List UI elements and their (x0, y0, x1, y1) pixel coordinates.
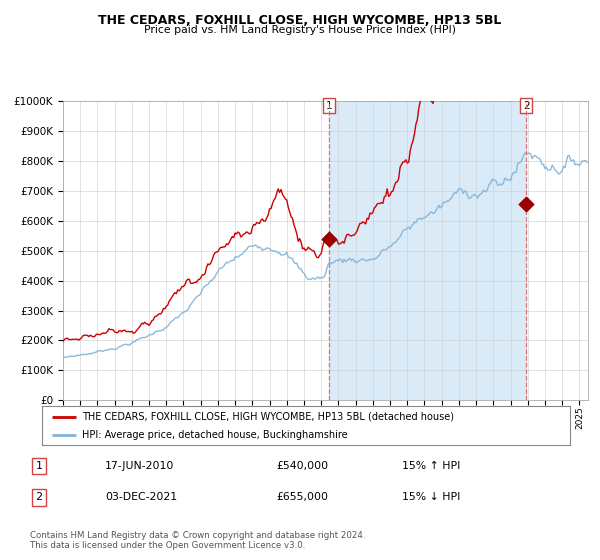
Text: 17-JUN-2010: 17-JUN-2010 (105, 461, 175, 471)
Text: Contains HM Land Registry data © Crown copyright and database right 2024.
This d: Contains HM Land Registry data © Crown c… (30, 531, 365, 550)
Text: 1: 1 (35, 461, 43, 471)
Text: 03-DEC-2021: 03-DEC-2021 (105, 492, 177, 502)
Text: HPI: Average price, detached house, Buckinghamshire: HPI: Average price, detached house, Buck… (82, 431, 347, 440)
Text: 15% ↓ HPI: 15% ↓ HPI (402, 492, 460, 502)
Point (325, 234, 334, 243)
Text: THE CEDARS, FOXHILL CLOSE, HIGH WYCOMBE, HP13 5BL: THE CEDARS, FOXHILL CLOSE, HIGH WYCOMBE,… (98, 14, 502, 27)
Text: 2: 2 (35, 492, 43, 502)
Text: 1: 1 (326, 101, 332, 111)
Text: 15% ↑ HPI: 15% ↑ HPI (402, 461, 460, 471)
Point (521, 200, 531, 209)
Text: Price paid vs. HM Land Registry's House Price Index (HPI): Price paid vs. HM Land Registry's House … (144, 25, 456, 35)
Text: 2: 2 (523, 101, 530, 111)
Text: £540,000: £540,000 (276, 461, 328, 471)
Text: THE CEDARS, FOXHILL CLOSE, HIGH WYCOMBE, HP13 5BL (detached house): THE CEDARS, FOXHILL CLOSE, HIGH WYCOMBE,… (82, 412, 454, 422)
Text: £655,000: £655,000 (276, 492, 328, 502)
Bar (329, 101, 526, 400)
